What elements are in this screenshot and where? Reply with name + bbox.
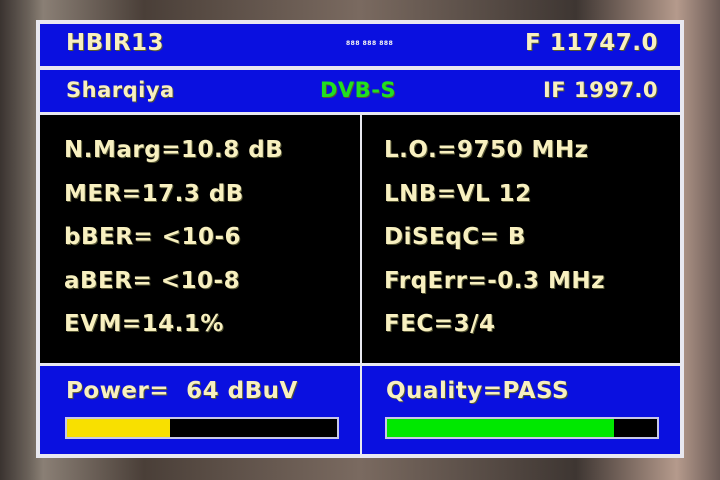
right-param: DiSEqC= B	[384, 224, 526, 250]
status-indicator: 888 888 888	[346, 40, 394, 47]
levels-divider	[360, 366, 362, 454]
right-param: L.O.=9750 MHz	[384, 137, 589, 163]
power-bar	[65, 417, 339, 439]
right-param: LNB=VL 12	[384, 180, 532, 207]
left-param: EVM=14.1%	[64, 311, 224, 337]
if-frequency: IF 1997.0	[542, 78, 658, 102]
power-bar-fill	[67, 419, 170, 437]
frequency: F 11747.0	[525, 30, 658, 56]
left-param: N.Marg=10.8 dB	[64, 137, 284, 163]
header-bar: HBIR13 888 888 888 F 11747.0	[40, 24, 680, 66]
params-panel: N.Marg=10.8 dB MER=17.3 dB bBER= <10-6 aBER…	[40, 115, 680, 363]
meter-osd: HBIR13 888 888 888 F 11747.0 Sharqiya DV…	[36, 20, 684, 458]
right-param: FEC=3/4	[384, 311, 496, 337]
subheader-bar: Sharqiya DVB-S IF 1997.0	[40, 70, 680, 112]
params-divider	[360, 115, 362, 363]
left-param: bBER= <10-6	[64, 224, 242, 250]
quality-label: Quality=PASS	[386, 378, 570, 404]
quality-bar-fill	[387, 419, 614, 437]
levels-panel: Power= 64 dBuV Quality=PASS	[40, 366, 680, 454]
left-param: MER=17.3 dB	[64, 180, 244, 207]
left-param: aBER= <10-8	[64, 267, 241, 294]
standard: DVB-S	[320, 78, 397, 102]
power-label: Power= 64 dBuV	[66, 378, 298, 404]
channel-name: Sharqiya	[66, 78, 175, 102]
satellite-name: HBIR13	[66, 30, 165, 56]
quality-bar	[385, 417, 659, 439]
right-param: FrqErr=-0.3 MHz	[384, 267, 606, 294]
